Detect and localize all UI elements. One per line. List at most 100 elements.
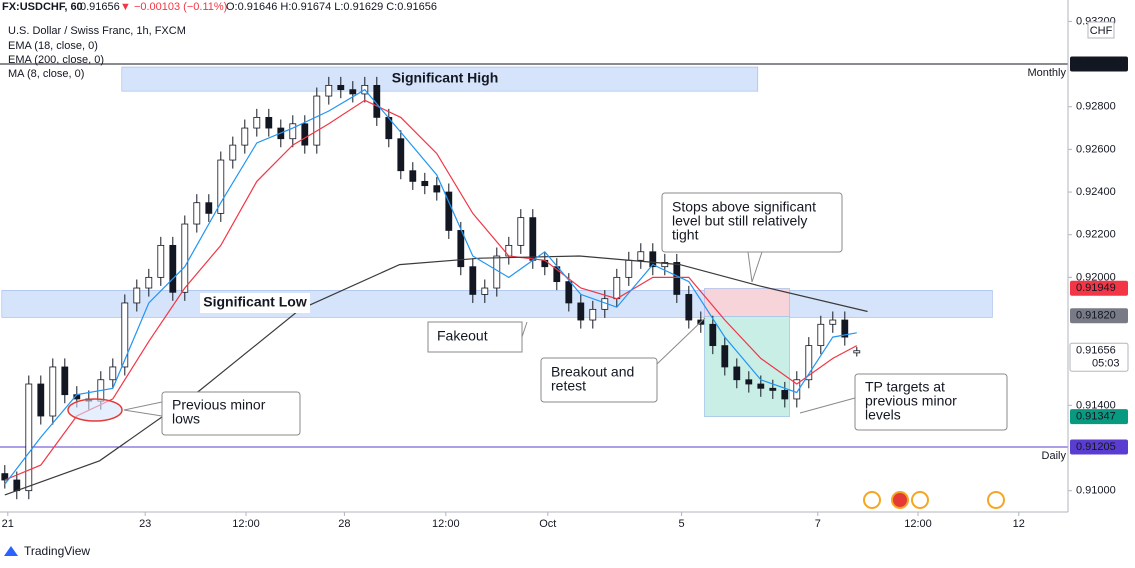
x-tick-label: 12 xyxy=(1013,518,1025,530)
brand[interactable]: TradingView xyxy=(24,544,90,558)
x-tick-label: 28 xyxy=(338,518,350,530)
candle-body xyxy=(313,95,321,146)
candle-body xyxy=(145,276,153,289)
x-tick-label: 12:00 xyxy=(232,518,260,530)
candle-body xyxy=(25,383,33,492)
callout xyxy=(161,391,301,436)
candle-body xyxy=(193,202,201,225)
event-icon[interactable] xyxy=(987,491,1005,509)
currency-box[interactable] xyxy=(1087,21,1115,39)
candle-body xyxy=(253,116,261,129)
ohlc: O:0.91646 H:0.91674 L:0.91629 C:0.91656 xyxy=(226,1,437,13)
zone-label: Significant High xyxy=(392,70,499,86)
last-price: 0.91656 xyxy=(80,1,120,13)
event-flags[interactable] xyxy=(863,491,1005,509)
callout-text: levels xyxy=(865,407,901,423)
level-label: Daily xyxy=(1042,450,1067,462)
candle-body xyxy=(301,123,309,146)
candle-body xyxy=(205,202,213,214)
price-label-bg xyxy=(1070,439,1128,455)
callout xyxy=(540,357,658,403)
candle-body xyxy=(649,251,657,268)
callout-text: tight xyxy=(672,227,699,243)
price-label: 0.91820 xyxy=(1076,310,1116,322)
candle-body xyxy=(121,302,129,368)
pointer xyxy=(747,251,763,283)
callout-text: Previous minor xyxy=(172,397,266,413)
zone-label: Significant Low xyxy=(203,294,307,310)
callout-text: Stops above significant xyxy=(672,199,816,215)
highlight xyxy=(67,398,123,422)
candle-body xyxy=(409,170,417,182)
candle-body xyxy=(589,308,597,321)
callout-text: lows xyxy=(172,411,200,427)
event-icon[interactable] xyxy=(911,491,929,509)
chart-title: U.S. Dollar / Swiss Franc, 1h, FXCM xyxy=(8,25,186,37)
price-label: 0.91205 xyxy=(1076,441,1116,453)
y-tick-label: 0.92000 xyxy=(1076,271,1116,283)
candle-body xyxy=(49,366,57,417)
candle-body xyxy=(481,287,489,295)
price-label: 0.91656 xyxy=(1076,345,1116,357)
candle-body xyxy=(805,345,813,381)
candle-body xyxy=(817,323,825,347)
indicator-line xyxy=(4,255,868,496)
callout-text: Fakeout xyxy=(437,328,488,344)
candle-body xyxy=(757,383,765,389)
candle-body xyxy=(13,479,21,492)
callout xyxy=(854,373,1008,431)
candle-body xyxy=(829,319,837,325)
candle-body xyxy=(421,180,429,187)
zone xyxy=(704,316,790,417)
price-label-bg xyxy=(1070,56,1128,72)
event-icon[interactable] xyxy=(863,491,881,509)
candle-body xyxy=(469,266,477,295)
y-tick-label: 0.91400 xyxy=(1076,399,1116,411)
zone xyxy=(121,66,759,92)
candle-body xyxy=(349,89,357,95)
candle-body xyxy=(37,383,45,417)
candle-body xyxy=(529,217,537,261)
price-label: 0.91949 xyxy=(1076,282,1116,294)
candle-body xyxy=(625,259,633,278)
candle-body xyxy=(289,123,297,140)
indicator-line xyxy=(4,99,858,481)
callout-text: previous minor xyxy=(865,393,957,409)
change: ▼ −0.00103 (−0.11%) xyxy=(120,1,227,13)
candle-body xyxy=(169,244,177,293)
label-box xyxy=(200,293,310,313)
candle-body xyxy=(721,345,729,368)
x-tick-label: 12:00 xyxy=(432,518,460,530)
x-tick-label: 7 xyxy=(815,518,821,530)
candle-body xyxy=(181,223,189,293)
candle-body xyxy=(613,276,621,300)
candle-body xyxy=(265,116,273,129)
candle-body xyxy=(241,127,249,146)
candle-body xyxy=(337,84,345,91)
legend-entry: MA (8, close, 0) xyxy=(8,68,84,80)
candle-body xyxy=(637,251,645,261)
y-tick-label: 0.92800 xyxy=(1076,101,1116,113)
event-icon[interactable] xyxy=(891,491,909,509)
y-tick-label: 0.92600 xyxy=(1076,143,1116,155)
candle-body xyxy=(229,144,237,161)
x-tick-label: 12:00 xyxy=(904,518,932,530)
candle-body xyxy=(841,319,849,338)
price-label: 0.91347 xyxy=(1076,411,1116,423)
candle-body xyxy=(157,244,165,278)
candle-body xyxy=(517,217,525,246)
legend-entry: EMA (18, close, 0) xyxy=(8,40,98,52)
candle-body xyxy=(433,185,441,193)
candle-body xyxy=(745,379,753,385)
callout-text: retest xyxy=(551,378,586,394)
price-label-bg xyxy=(1070,308,1128,324)
candle-body xyxy=(397,138,405,172)
callout-text: TP targets at xyxy=(865,379,945,395)
x-tick-label: Oct xyxy=(539,518,556,530)
annotations: Significant High Significant Low Fakeout… xyxy=(67,70,1008,436)
callout-text: Breakout and xyxy=(551,364,634,380)
currency[interactable]: CHF xyxy=(1090,25,1113,37)
candle-body xyxy=(457,230,465,268)
candle-body xyxy=(445,191,453,231)
logo[interactable] xyxy=(4,546,18,556)
